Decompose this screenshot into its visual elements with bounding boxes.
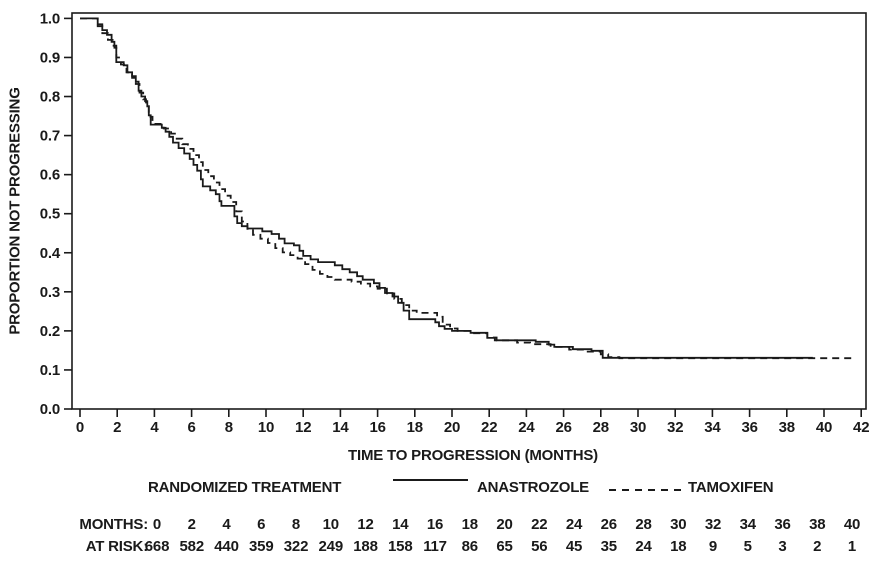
legend: RANDOMIZED TREATMENT ANASTROZOLE TAMOXIF… [0,479,880,497]
at-risk-months-row-label: MONTHS: [79,516,148,533]
at-risk-month-cell: 10 [322,516,340,533]
x-tick-label: 16 [369,419,385,436]
at-risk-month-cell: 28 [635,516,652,533]
x-tick-label: 22 [481,419,497,436]
at-risk-month-cell: 0 [152,516,162,533]
at-risk-value-cell: 86 [461,538,479,555]
x-tick-label: 38 [779,419,795,436]
at-risk-value-cell: 5 [743,538,752,555]
at-risk-value-cell: 249 [318,538,344,555]
legend-title: RANDOMIZED TREATMENT [148,479,342,496]
y-tick-label: 0.2 [40,323,60,340]
at-risk-month-cell: 34 [739,516,757,533]
at-risk-month-cell: 2 [187,516,196,533]
at-risk-value-cell: 45 [565,538,583,555]
x-axis-title: TIME TO PROGRESSION (MONTHS) [348,447,598,464]
at-risk-value-cell: 24 [635,538,652,555]
at-risk-month-cell: 40 [843,516,861,533]
tamoxifen-curve [80,17,854,360]
x-tick-label: 2 [113,419,121,436]
x-tick-label: 4 [150,419,159,436]
y-tick-label: 0.0 [40,401,60,418]
at-risk-month-cell: 14 [392,516,409,533]
at-risk-value-cell: 668 [144,538,170,555]
at-risk-value-cell: 56 [531,538,548,555]
x-tick-label: 36 [741,419,757,436]
x-tick-label: 26 [555,419,571,436]
x-tick-label: 6 [188,419,196,436]
x-tick-label: 0 [76,419,84,436]
at-risk-value-cell: 117 [423,538,447,555]
y-tick-label: 0.4 [40,245,61,262]
at-risk-month-cell: 18 [461,516,479,533]
y-tick-label: 1.0 [40,10,60,27]
legend-label-anastrozole: ANASTROZOLE [477,479,589,496]
at-risk-value-cell: 18 [670,538,687,555]
at-risk-value-cell: 3 [778,538,787,555]
x-tick-label: 28 [593,419,609,436]
at-risk-month-cell: 22 [531,516,548,533]
x-tick-label: 24 [518,419,535,436]
at-risk-month-cell: 6 [257,516,266,533]
x-tick-label: 32 [667,419,683,436]
at-risk-value-cell: 582 [179,538,205,555]
at-risk-month-cell: 4 [222,516,231,533]
at-risk-value-cell: 65 [496,538,513,555]
x-tick-label: 42 [853,419,869,436]
at-risk-value-cell: 322 [283,538,309,555]
at-risk-value-cell: 359 [249,538,274,555]
at-risk-month-cell: 8 [291,516,301,533]
at-risk-value-cell: 158 [388,538,413,555]
at-risk-month-cell: 32 [704,516,722,533]
solid-line-sample-icon [393,479,468,481]
x-tick-label: 10 [258,419,274,436]
y-tick-label: 0.8 [40,89,60,106]
y-tick-label: 0.7 [40,128,60,145]
x-tick-label: 30 [630,419,646,436]
at-risk-month-cell: 38 [809,516,826,533]
at-risk-month-cell: 16 [426,516,444,533]
y-tick-label: 0.1 [40,362,60,379]
x-tick-label: 12 [295,419,311,436]
legend-label-tamoxifen: TAMOXIFEN [688,479,774,496]
y-tick-label: 0.6 [40,167,60,184]
plot-frame [71,12,867,410]
at-risk-month-cell: 36 [774,516,791,533]
at-risk-value-cell: 440 [214,538,239,555]
y-tick-label: 0.9 [40,49,60,66]
x-tick-label: 14 [332,419,349,436]
at-risk-values-row-label: AT RISK: [85,538,148,555]
at-risk-month-cell: 24 [565,516,583,533]
at-risk-value-cell: 2 [813,538,822,555]
x-tick-label: 20 [444,419,460,436]
y-tick-label: 0.3 [40,284,60,301]
x-tick-label: 40 [816,419,832,436]
at-risk-value-cell: 1 [847,538,857,555]
at-risk-month-cell: 30 [670,516,687,533]
at-risk-month-cell: 26 [600,516,618,533]
at-risk-value-cell: 35 [600,538,618,555]
at-risk-value-cell: 9 [708,538,718,555]
at-risk-value-cell: 188 [353,538,378,555]
y-tick-label: 0.5 [40,206,60,223]
at-risk-month-cell: 12 [357,516,374,533]
at-risk-month-cell: 20 [496,516,513,533]
x-tick-label: 8 [225,419,233,436]
x-tick-label: 34 [704,419,721,436]
x-tick-label: 18 [407,419,423,436]
